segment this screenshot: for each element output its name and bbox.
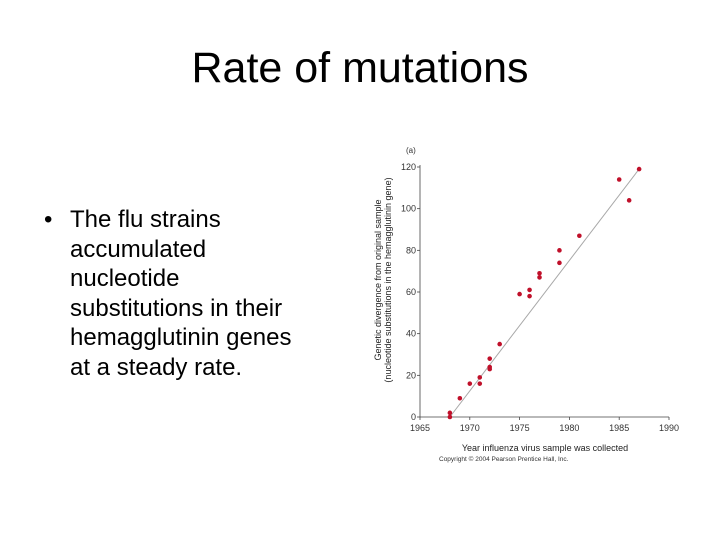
y-axis-title-line: (nucleotide substitutions in the hemaggl… [383, 177, 393, 382]
plot-area: 0 20 40 60 80 100 120 1965 1970 1975 1980 1985 1990 [401, 162, 679, 433]
data-point [447, 410, 453, 416]
bullet-text: The flu strains accumulated nucleotide s… [70, 205, 350, 382]
data-point [527, 293, 532, 299]
x-tick-label: 1965 [410, 423, 430, 433]
bullet-line: hemagglutinin genes [70, 324, 292, 351]
y-tick-label: 20 [406, 370, 416, 380]
bullet-line: at a steady rate. [70, 353, 243, 381]
y-tick-label: 40 [406, 329, 416, 339]
data-point [487, 356, 493, 361]
y-tick-label: 80 [406, 245, 416, 255]
data-point [626, 198, 632, 203]
y-tick-label: 0 [411, 412, 416, 422]
x-tick-label: 1985 [609, 423, 629, 433]
data-point [537, 275, 542, 280]
panel-label: (a) [406, 146, 416, 155]
data-point [487, 364, 493, 370]
data-point [557, 260, 562, 266]
data-point [616, 177, 622, 182]
x-tick-label: 1970 [460, 423, 480, 433]
y-axis-title: Genetic divergence from original sample … [373, 177, 393, 382]
slide-title: Rate of mutations [191, 44, 529, 92]
y-axis-title-line: Genetic divergence from original sample [373, 199, 383, 360]
x-tick-label: 1975 [510, 423, 530, 433]
bullet-line: nucleotide [70, 265, 180, 292]
bullet-line: The flu strains [70, 206, 221, 233]
data-point [467, 381, 473, 386]
bullet-marker: • [44, 206, 53, 233]
y-tick-label: 100 [401, 204, 416, 214]
data-point [477, 375, 483, 380]
data-point [447, 414, 453, 420]
data-point [517, 291, 522, 297]
y-tick-label: 60 [406, 287, 416, 297]
copyright-note: Copyright © 2004 Pearson Prentice Hall, … [439, 455, 569, 463]
data-point [537, 270, 542, 276]
trend-line [449, 168, 640, 418]
data-point [557, 248, 562, 253]
y-tick-label: 120 [401, 162, 416, 172]
bullet-line: accumulated [70, 235, 207, 263]
x-axis-title: Year influenza virus sample was collecte… [462, 443, 628, 453]
data-point [497, 341, 502, 347]
data-point [636, 166, 642, 172]
data-point [457, 395, 463, 401]
x-tick-label: 1980 [559, 423, 579, 433]
data-point [577, 233, 582, 239]
data-point [527, 287, 532, 293]
x-tick-label: 1990 [659, 423, 679, 433]
data-point [477, 381, 483, 386]
bullet-line: substitutions in their [70, 294, 283, 322]
